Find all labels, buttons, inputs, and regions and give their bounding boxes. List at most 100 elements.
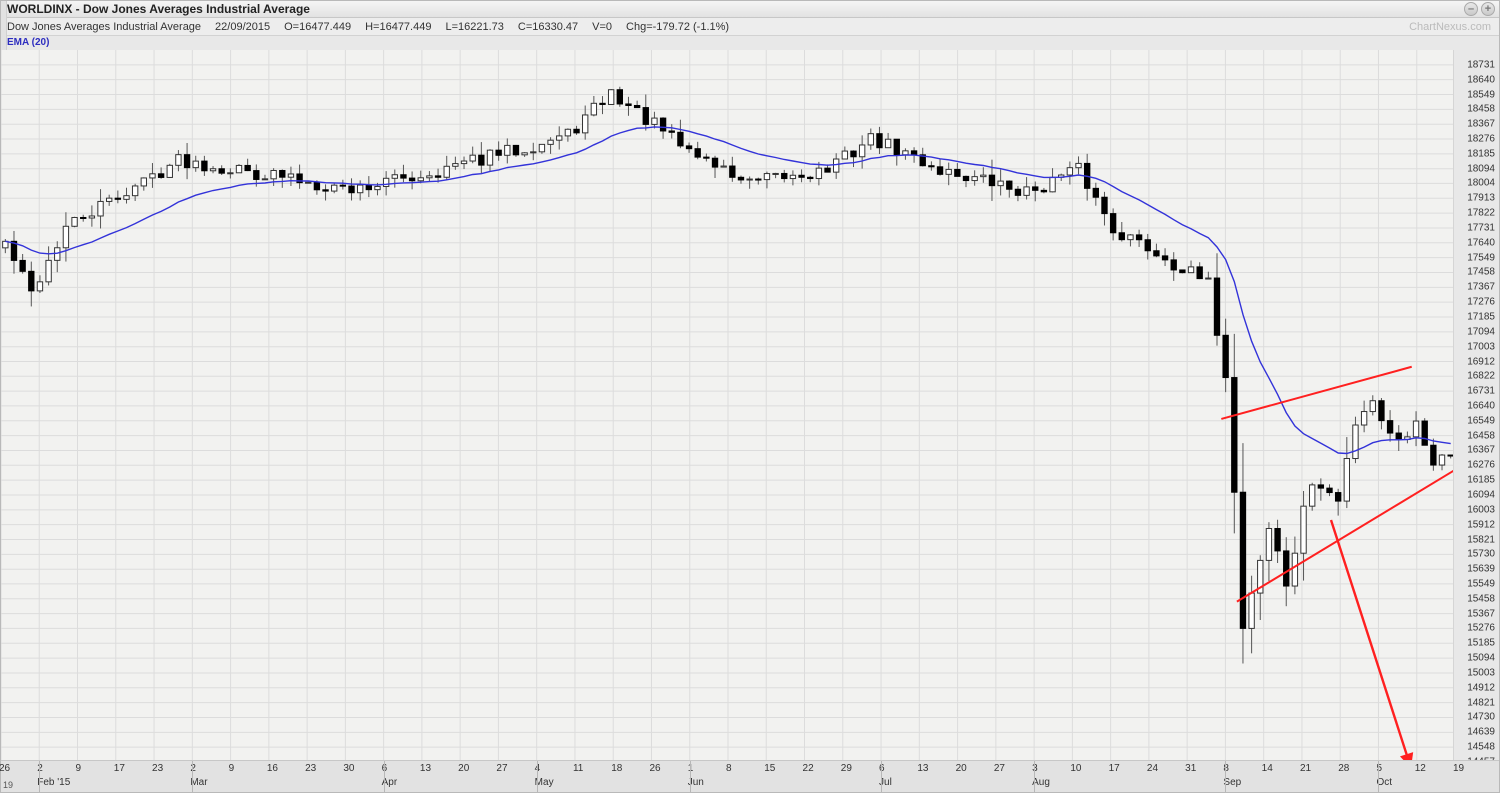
bearish-candle-body[interactable]	[1110, 214, 1115, 233]
bearish-candle-body[interactable]	[1119, 233, 1124, 240]
bearish-candle-body[interactable]	[929, 166, 934, 167]
bullish-candle-body[interactable]	[548, 140, 553, 144]
bullish-candle-body[interactable]	[1067, 168, 1072, 175]
bullish-candle-body[interactable]	[1206, 278, 1211, 279]
bullish-candle-body[interactable]	[1439, 455, 1444, 465]
bullish-candle-body[interactable]	[522, 153, 527, 155]
bearish-candle-body[interactable]	[1431, 445, 1436, 465]
bearish-candle-body[interactable]	[937, 167, 942, 175]
bullish-candle-body[interactable]	[652, 118, 657, 124]
bullish-candle-body[interactable]	[1292, 553, 1297, 586]
bearish-candle-body[interactable]	[1327, 488, 1332, 492]
bearish-candle-body[interactable]	[219, 169, 224, 173]
bullish-candle-body[interactable]	[972, 177, 977, 181]
bullish-candle-body[interactable]	[1188, 267, 1193, 273]
bullish-candle-body[interactable]	[288, 174, 293, 177]
bullish-candle-body[interactable]	[834, 159, 839, 172]
bullish-candle-body[interactable]	[141, 178, 146, 186]
bearish-candle-body[interactable]	[643, 108, 648, 125]
bearish-candle-body[interactable]	[513, 145, 518, 154]
bearish-candle-body[interactable]	[600, 103, 605, 104]
bearish-candle-body[interactable]	[1318, 485, 1323, 488]
bearish-candle-body[interactable]	[1197, 267, 1202, 279]
bearish-candle-body[interactable]	[1223, 335, 1228, 377]
down-trend-arrow-shaft[interactable]	[1331, 520, 1411, 762]
bullish-candle-body[interactable]	[981, 175, 986, 177]
bearish-candle-body[interactable]	[496, 150, 501, 155]
bearish-candle-body[interactable]	[782, 173, 787, 178]
bearish-candle-body[interactable]	[1136, 235, 1141, 240]
bearish-candle-body[interactable]	[1007, 181, 1012, 189]
bearish-candle-body[interactable]	[704, 157, 709, 158]
bullish-candle-body[interactable]	[773, 173, 778, 174]
bullish-candle-body[interactable]	[37, 282, 42, 291]
bearish-candle-body[interactable]	[686, 146, 691, 149]
bearish-candle-body[interactable]	[115, 198, 120, 199]
bullish-candle-body[interactable]	[868, 134, 873, 145]
bullish-candle-body[interactable]	[505, 145, 510, 155]
bearish-candle-body[interactable]	[435, 176, 440, 177]
bullish-candle-body[interactable]	[1413, 421, 1418, 437]
bullish-candle-body[interactable]	[885, 139, 890, 147]
bearish-candle-body[interactable]	[799, 175, 804, 177]
bullish-candle-body[interactable]	[444, 166, 449, 177]
bullish-candle-body[interactable]	[859, 145, 864, 157]
bullish-candle-body[interactable]	[124, 196, 129, 200]
bearish-candle-body[interactable]	[678, 132, 683, 146]
bearish-candle-body[interactable]	[955, 169, 960, 176]
bullish-candle-body[interactable]	[903, 151, 908, 155]
bullish-candle-body[interactable]	[176, 155, 181, 166]
bullish-candle-body[interactable]	[1050, 177, 1055, 191]
bullish-candle-body[interactable]	[946, 169, 951, 174]
bullish-candle-body[interactable]	[228, 173, 233, 174]
bearish-candle-body[interactable]	[1145, 240, 1150, 251]
bullish-candle-body[interactable]	[1249, 593, 1254, 628]
bearish-candle-body[interactable]	[280, 170, 285, 177]
bullish-candle-body[interactable]	[591, 103, 596, 115]
bullish-candle-body[interactable]	[107, 198, 112, 201]
bearish-candle-body[interactable]	[911, 151, 916, 155]
bearish-candle-body[interactable]	[1240, 492, 1245, 628]
bullish-candle-body[interactable]	[816, 168, 821, 178]
bearish-candle-body[interactable]	[851, 151, 856, 157]
bullish-candle-body[interactable]	[55, 248, 60, 261]
bearish-candle-body[interactable]	[366, 185, 371, 190]
bullish-candle-body[interactable]	[608, 90, 613, 105]
bullish-candle-body[interactable]	[357, 185, 362, 193]
bearish-candle-body[interactable]	[29, 271, 34, 291]
bullish-candle-body[interactable]	[790, 175, 795, 178]
bullish-candle-body[interactable]	[583, 115, 588, 133]
bullish-candle-body[interactable]	[1370, 401, 1375, 412]
bearish-candle-body[interactable]	[1093, 188, 1098, 197]
bullish-candle-body[interactable]	[150, 174, 155, 178]
bullish-candle-body[interactable]	[98, 201, 103, 216]
bearish-candle-body[interactable]	[877, 134, 882, 148]
bullish-candle-body[interactable]	[1310, 485, 1315, 506]
bullish-candle-body[interactable]	[375, 186, 380, 189]
bearish-candle-body[interactable]	[1379, 401, 1384, 421]
bearish-candle-body[interactable]	[756, 179, 761, 180]
bearish-candle-body[interactable]	[1387, 421, 1392, 433]
bearish-candle-body[interactable]	[314, 182, 319, 190]
bullish-candle-body[interactable]	[193, 161, 198, 168]
bearish-candle-body[interactable]	[1214, 278, 1219, 335]
bearish-candle-body[interactable]	[340, 185, 345, 186]
bullish-candle-body[interactable]	[132, 186, 137, 196]
bullish-candle-body[interactable]	[721, 166, 726, 167]
bullish-candle-body[interactable]	[72, 217, 77, 226]
bullish-candle-body[interactable]	[392, 175, 397, 179]
bearish-candle-body[interactable]	[808, 177, 813, 178]
bullish-candle-body[interactable]	[236, 165, 241, 172]
bearish-candle-body[interactable]	[254, 171, 259, 180]
bearish-candle-body[interactable]	[1154, 251, 1159, 256]
bearish-candle-body[interactable]	[1335, 493, 1340, 502]
bearish-candle-body[interactable]	[1171, 260, 1176, 270]
bearish-candle-body[interactable]	[626, 104, 631, 106]
bullish-candle-body[interactable]	[1076, 163, 1081, 167]
bullish-candle-body[interactable]	[842, 151, 847, 159]
bearish-candle-body[interactable]	[323, 190, 328, 191]
bullish-candle-body[interactable]	[167, 165, 172, 177]
maximize-button[interactable]: +	[1481, 2, 1495, 16]
bullish-candle-body[interactable]	[63, 226, 68, 247]
bullish-candle-body[interactable]	[271, 170, 276, 178]
